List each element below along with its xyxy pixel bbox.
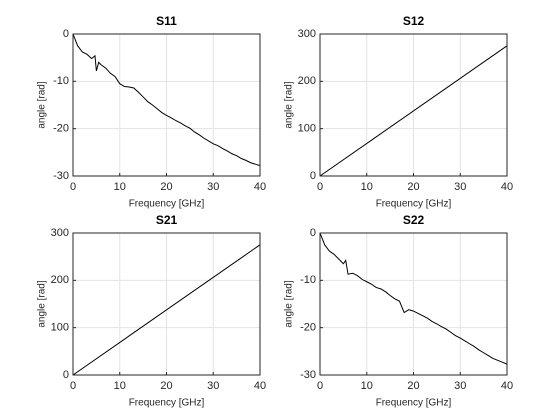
axes-box (319, 33, 508, 177)
data-line (72, 244, 261, 376)
y-axis-label: angle [rad] (284, 280, 295, 327)
x-tick-label: 40 (501, 181, 513, 193)
x-tick-label: 0 (70, 380, 76, 392)
y-tick-label: 300 (298, 28, 316, 40)
x-axis-label: Frequency [GHz] (129, 199, 205, 210)
y-axis-label: angle [rad] (284, 81, 295, 128)
chart-title: S22 (403, 213, 425, 227)
y-tick-label: -20 (53, 123, 69, 135)
x-tick-label: 30 (207, 181, 219, 193)
axes-box (72, 33, 261, 177)
x-tick-label: 10 (361, 380, 373, 392)
axes-box (319, 232, 508, 376)
y-tick-label: -30 (53, 170, 69, 182)
x-tick-label: 10 (114, 380, 126, 392)
x-tick-label: 20 (160, 181, 172, 193)
x-tick-label: 40 (254, 181, 266, 193)
y-tick-label: -10 (300, 274, 316, 286)
chart-title: S21 (156, 213, 178, 227)
data-line (72, 33, 261, 167)
x-tick-label: 20 (160, 380, 172, 392)
data-line (319, 45, 508, 177)
y-tick-label: 200 (298, 75, 316, 87)
x-tick-label: 10 (114, 181, 126, 193)
x-tick-label: 30 (207, 380, 219, 392)
x-tick-label: 40 (254, 380, 266, 392)
y-axis-label: angle [rad] (37, 81, 48, 128)
y-tick-label: 0 (310, 227, 316, 239)
y-tick-label: 100 (51, 322, 69, 334)
y-tick-label: 100 (298, 123, 316, 135)
data-line (319, 232, 508, 365)
chart-title: S12 (403, 14, 425, 28)
y-tick-label: 0 (310, 170, 316, 182)
x-tick-label: 0 (70, 181, 76, 193)
y-tick-label: 300 (51, 227, 69, 239)
x-axis-label: Frequency [GHz] (376, 199, 452, 210)
axes-box (72, 232, 261, 376)
chart-title: S11 (156, 14, 177, 28)
y-tick-label: -20 (300, 322, 316, 334)
x-tick-label: 0 (317, 181, 323, 193)
x-tick-label: 0 (317, 380, 323, 392)
y-tick-label: 0 (63, 369, 69, 381)
x-tick-label: 30 (454, 380, 466, 392)
y-tick-label: -10 (53, 75, 69, 87)
x-tick-label: 30 (454, 181, 466, 193)
x-tick-label: 40 (501, 380, 513, 392)
y-tick-label: 0 (63, 28, 69, 40)
x-tick-label: 20 (407, 380, 419, 392)
x-axis-label: Frequency [GHz] (376, 398, 452, 409)
y-tick-label: 200 (51, 274, 69, 286)
y-axis-label: angle [rad] (37, 280, 48, 327)
x-tick-label: 20 (407, 181, 419, 193)
x-tick-label: 10 (361, 181, 373, 193)
y-tick-label: -30 (300, 369, 316, 381)
x-axis-label: Frequency [GHz] (129, 398, 205, 409)
